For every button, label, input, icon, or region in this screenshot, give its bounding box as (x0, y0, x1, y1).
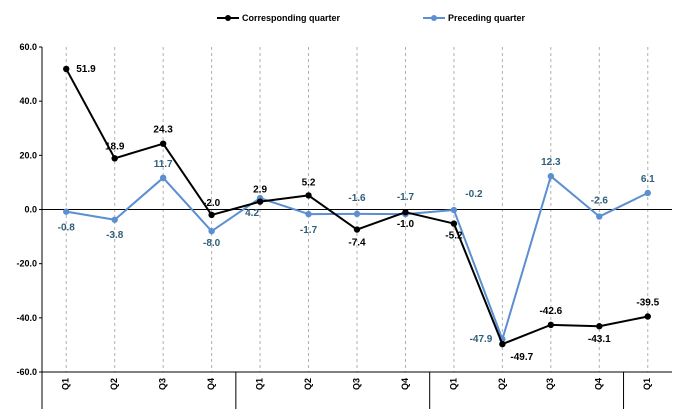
data-label: 12.3 (541, 157, 561, 168)
data-label: 18.9 (105, 141, 125, 152)
data-label: -8.0 (203, 238, 221, 249)
data-point (111, 155, 118, 162)
y-tick-label: 0.0 (24, 205, 37, 215)
legend-item-corresponding: Corresponding quarter (217, 13, 341, 23)
data-labels: 51.9 18.9 24.3 -2.0 2.9 5.2 -7.4 -1.0 -5.2 -49.7 -… (58, 64, 660, 363)
x-tick-label: Q4 (206, 378, 216, 390)
data-label: -1.0 (397, 219, 415, 230)
x-tick-label: Q1 (448, 378, 458, 390)
data-point (256, 198, 264, 205)
legend-item-preceding: Preceding quarter (423, 13, 526, 23)
x-tick-label: Q2 (109, 378, 119, 390)
x-tick-label: Q3 (158, 378, 168, 390)
data-point (159, 140, 167, 147)
data-label: -2.0 (203, 198, 221, 209)
data-point (208, 211, 215, 219)
y-tick-label: -60.0 (16, 367, 37, 377)
x-tick-label: Q3 (351, 378, 361, 390)
data-point (547, 172, 555, 180)
data-label: -7.4 (348, 238, 366, 249)
data-label: -43.1 (588, 334, 611, 345)
x-tick-label: Q2 (303, 378, 313, 390)
y-tick-label: -20.0 (16, 259, 37, 269)
x-tick-label: Q3 (545, 378, 555, 390)
data-label: 51.9 (76, 64, 96, 75)
legend: Corresponding quarter Preceding quarter (217, 13, 526, 23)
data-point (450, 206, 458, 214)
data-label: -1.6 (348, 193, 366, 204)
data-point (547, 321, 555, 329)
y-tick-label: 60.0 (19, 42, 37, 52)
data-point (402, 209, 409, 216)
data-label: 6.1 (641, 174, 655, 185)
data-point (63, 65, 70, 73)
y-axis-ticks: 60.0 40.0 20.0 0.0 -20.0 -40.0 -60.0 (16, 42, 42, 377)
data-label: -0.8 (58, 223, 76, 234)
legend-label-preceding: Preceding quarter (448, 13, 526, 23)
series-line-0 (65, 68, 648, 346)
x-tick-label: Q2 (497, 378, 507, 390)
data-label: 24.3 (153, 125, 173, 136)
data-point (596, 213, 603, 220)
x-tick-label: Q1 (642, 378, 652, 390)
data-point (111, 216, 118, 223)
data-label: -2.6 (591, 196, 609, 207)
data-label: 2.9 (253, 185, 267, 196)
y-tick-label: 20.0 (19, 150, 37, 160)
data-point (159, 174, 167, 182)
data-point (644, 313, 651, 320)
data-point (596, 323, 603, 330)
data-label: 11.7 (154, 159, 173, 170)
data-label: -3.8 (106, 230, 124, 241)
x-tick-label: Q1 (61, 378, 71, 390)
data-label: 5.2 (302, 177, 316, 188)
data-label: -0.2 (465, 189, 483, 200)
legend-label-corresponding: Corresponding quarter (242, 13, 341, 23)
data-point (208, 227, 215, 235)
x-tick-label: Q1 (254, 378, 264, 390)
data-label: -42.6 (539, 306, 562, 317)
data-point (644, 189, 651, 197)
x-axis-ticks: Q1 Q2 Q3 Q4 Q1 Q2 Q3 Q4 Q1 Q2 Q3 Q4 Q1 (61, 378, 653, 390)
data-point (305, 210, 312, 218)
y-tick-label: 40.0 (19, 96, 37, 106)
data-label: -47.9 (470, 334, 493, 345)
data-point (305, 192, 312, 199)
x-tick-label: Q4 (594, 378, 604, 390)
data-point (353, 226, 361, 233)
data-point (63, 208, 70, 215)
data-point (450, 220, 458, 227)
data-point (353, 210, 361, 218)
data-label: -5.2 (445, 231, 463, 242)
data-label: 4.2 (245, 208, 259, 219)
data-point (499, 340, 506, 348)
x-tick-label: Q4 (400, 378, 410, 390)
data-label: -1.7 (397, 192, 415, 203)
data-label: -49.7 (510, 352, 533, 363)
series-group (63, 65, 651, 348)
y-tick-label: -40.0 (16, 313, 37, 323)
data-label: -1.7 (300, 225, 318, 236)
data-label: -39.5 (636, 297, 659, 308)
